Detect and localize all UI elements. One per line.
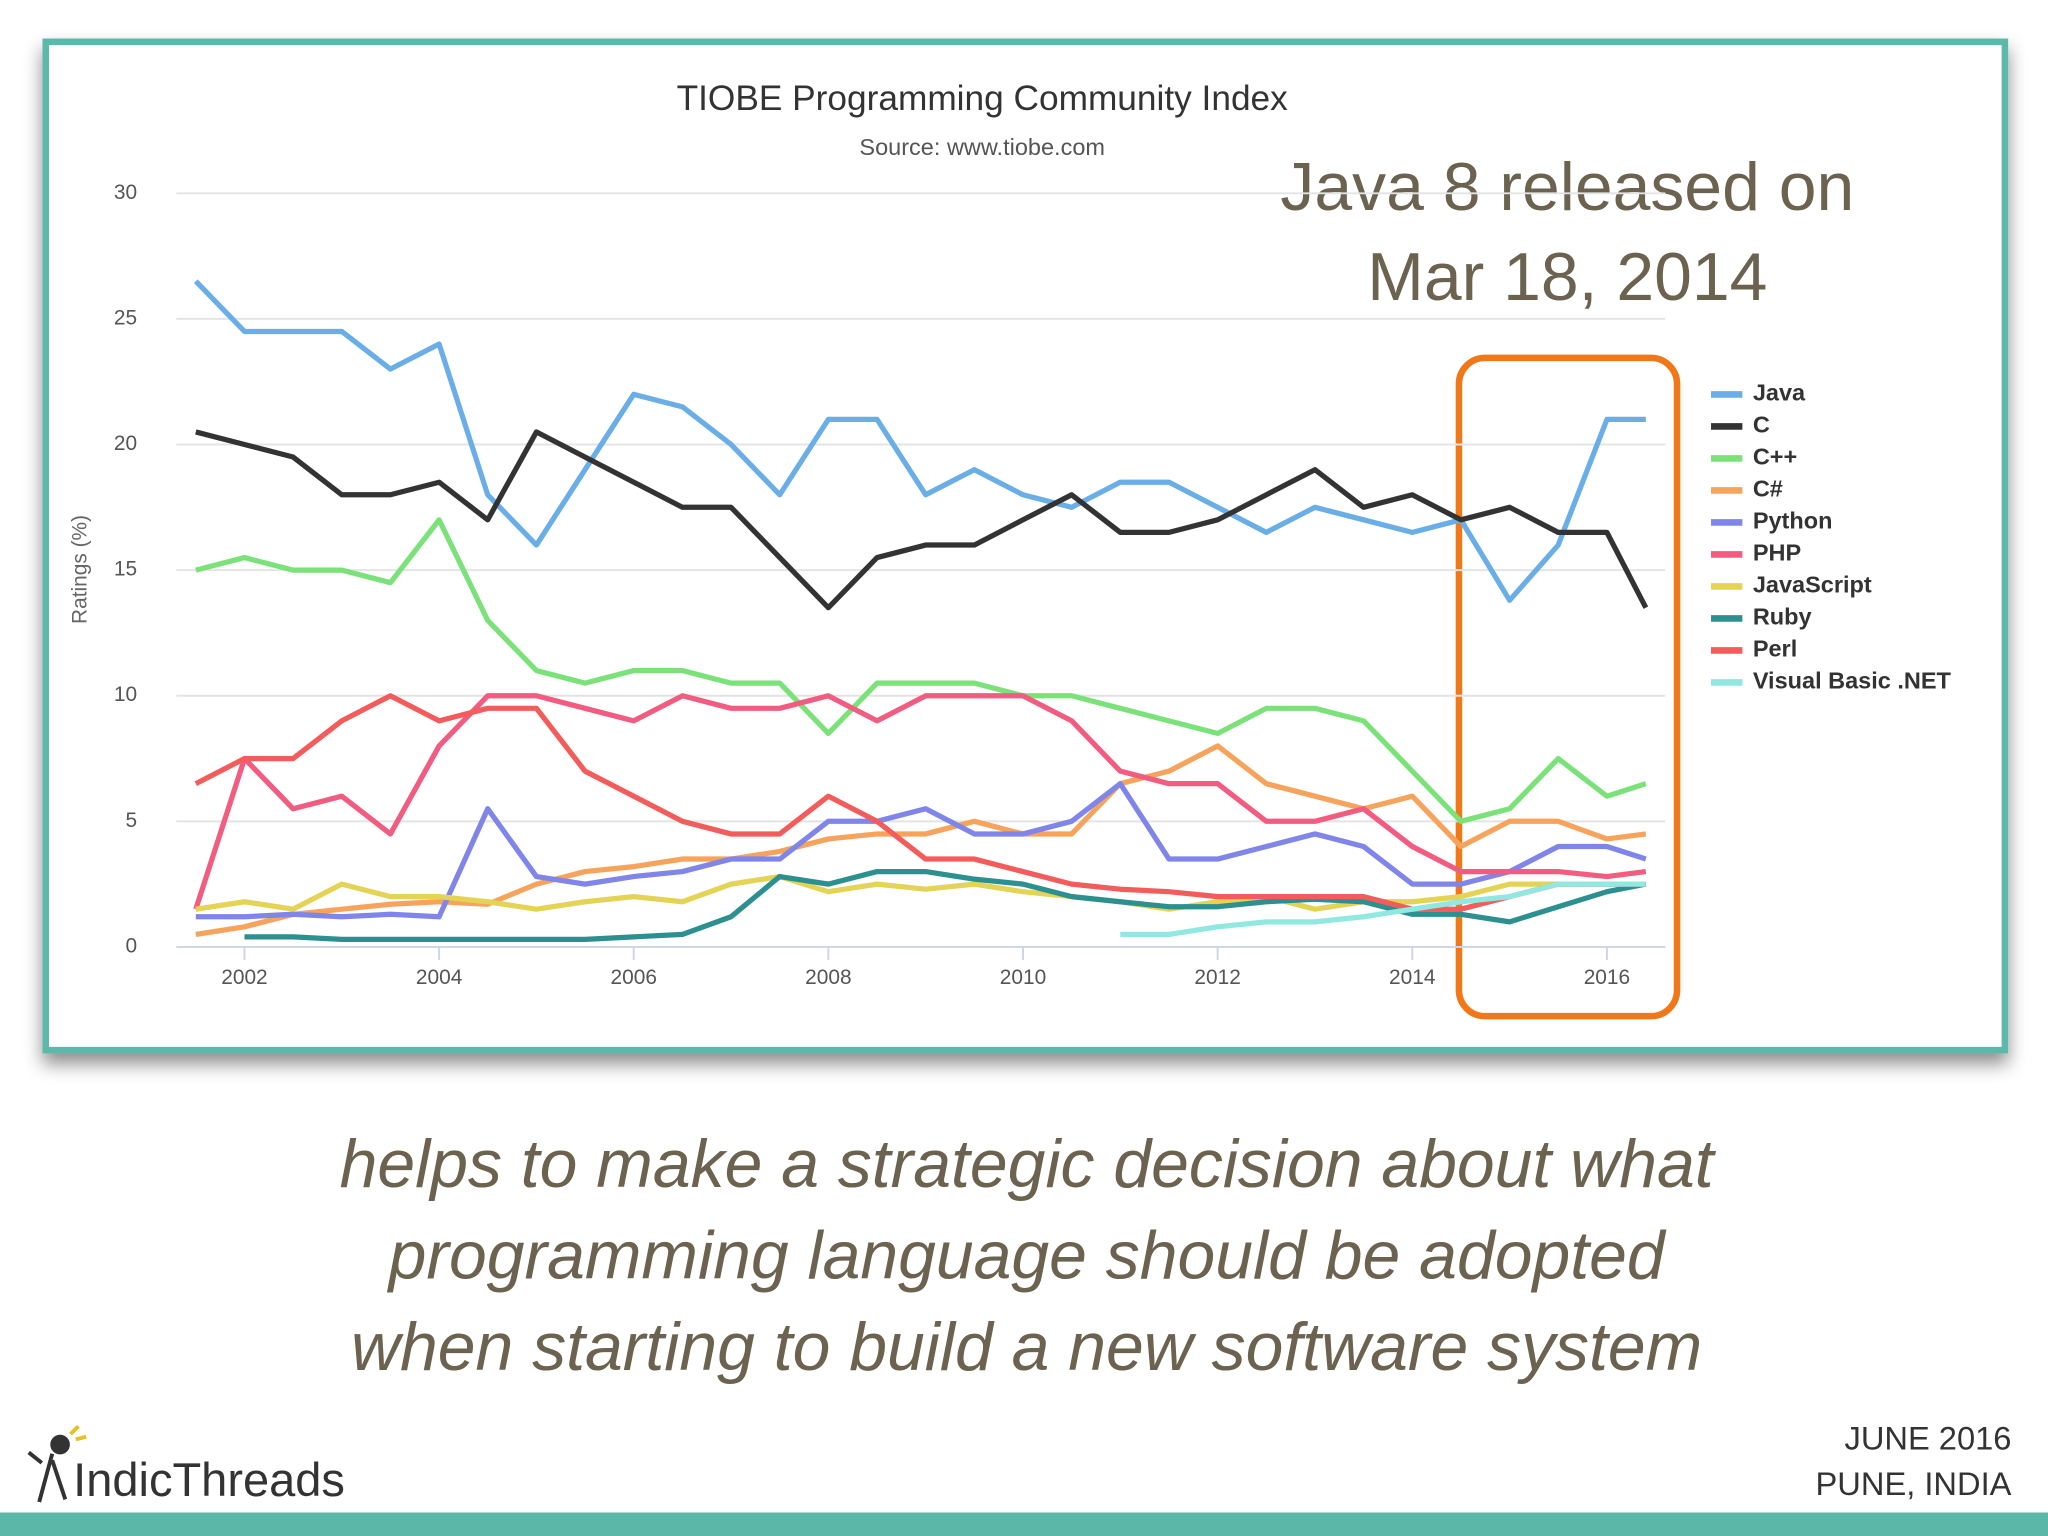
annotation: Mar 18, 2014 xyxy=(1367,240,1767,315)
y-tick-label: 25 xyxy=(114,306,137,329)
bottom-bar xyxy=(0,1512,2048,1536)
date: JUNE 2016 xyxy=(1845,1419,2012,1456)
series-line xyxy=(195,781,1647,920)
legend-label: Visual Basic .NET xyxy=(1753,668,1952,694)
legend-label: C++ xyxy=(1753,444,1797,470)
x-tick-label: 2014 xyxy=(1389,966,1435,989)
series-line xyxy=(193,693,1647,910)
highlight-box xyxy=(1455,354,1681,1020)
legend-label: C xyxy=(1753,412,1770,438)
y-tick-label: 5 xyxy=(126,809,138,832)
legend-label: C# xyxy=(1753,476,1783,502)
caption: when starting to build a new software sy… xyxy=(351,1310,1702,1385)
y-tick-label: 0 xyxy=(126,934,138,957)
series-line xyxy=(1120,881,1646,938)
annotation: Java 8 released on xyxy=(1280,150,1854,225)
series-line xyxy=(195,873,1646,912)
logo-icon xyxy=(27,1424,87,1503)
place: PUNE, INDIA xyxy=(1816,1465,2012,1502)
x-tick-label: 2004 xyxy=(416,966,462,989)
series-line xyxy=(244,868,1647,942)
legend-label: PHP xyxy=(1753,540,1801,566)
legend-label: Python xyxy=(1753,508,1833,534)
x-tick-label: 2016 xyxy=(1584,966,1630,989)
y-tick-label: 15 xyxy=(114,558,137,581)
chart-title: TIOBE Programming Community Index xyxy=(677,79,1289,118)
x-tick-label: 2002 xyxy=(221,966,267,989)
caption: programming language should be adopted xyxy=(387,1218,1667,1293)
legend-label: Java xyxy=(1753,380,1806,406)
series-line xyxy=(195,429,1649,611)
y-tick-label: 20 xyxy=(114,432,137,455)
series-line xyxy=(195,743,1647,937)
series-line xyxy=(193,279,1646,603)
x-tick-label: 2010 xyxy=(1000,966,1046,989)
logo-text: IndicThreads xyxy=(73,1453,345,1506)
legend-label: Perl xyxy=(1753,636,1797,662)
series-line xyxy=(195,517,1647,824)
legend-label: Ruby xyxy=(1753,604,1812,630)
y-tick-label: 10 xyxy=(114,683,137,706)
x-tick-label: 2006 xyxy=(610,966,656,989)
legend-label: JavaScript xyxy=(1753,572,1872,598)
x-tick-label: 2008 xyxy=(805,966,851,989)
caption: helps to make a strategic decision about… xyxy=(340,1127,1717,1202)
x-tick-label: 2012 xyxy=(1194,966,1240,989)
chart-subtitle: Source: www.tiobe.com xyxy=(859,134,1105,160)
y-axis-label: Ratings (%) xyxy=(68,515,91,624)
y-tick-label: 30 xyxy=(114,181,137,204)
